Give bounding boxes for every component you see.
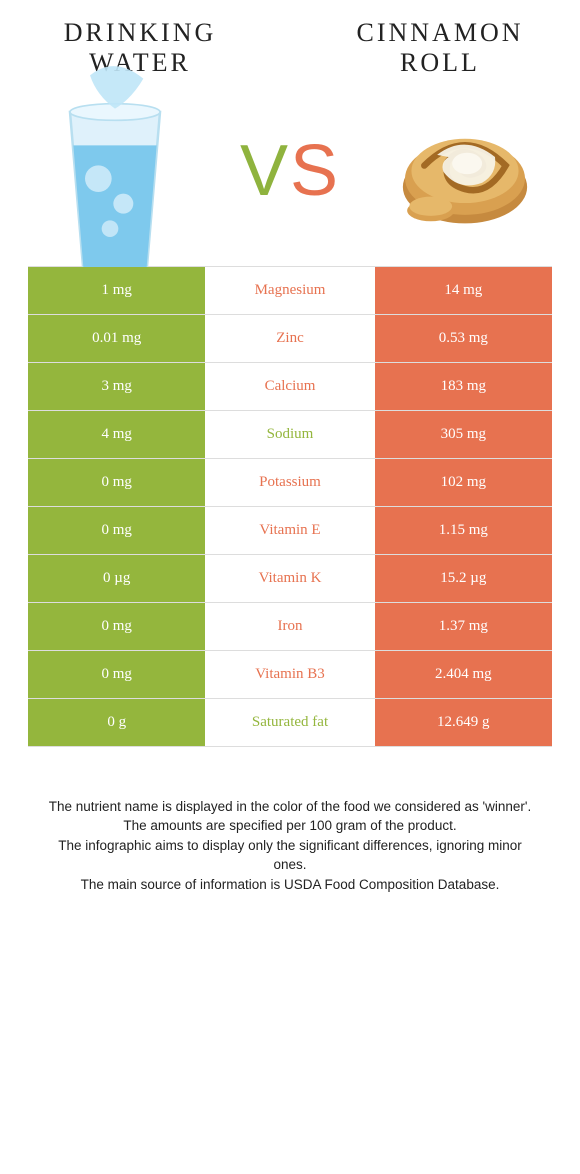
table-row: 0.01 mgZinc0.53 mg	[28, 315, 552, 363]
table-row: 0 mgVitamin B32.404 mg	[28, 651, 552, 699]
nutrient-label: Vitamin B3	[205, 651, 374, 698]
left-value: 0 mg	[28, 459, 205, 506]
left-value: 0 mg	[28, 651, 205, 698]
left-value: 0 µg	[28, 555, 205, 602]
footnote-line: The nutrient name is displayed in the co…	[40, 797, 540, 817]
right-value: 12.649 g	[375, 699, 552, 746]
right-value: 183 mg	[375, 363, 552, 410]
comparison-table: 1 mgMagnesium14 mg0.01 mgZinc0.53 mg3 mg…	[28, 266, 552, 747]
left-value: 0.01 mg	[28, 315, 205, 362]
image-row: VS	[0, 86, 580, 266]
table-row: 3 mgCalcium183 mg	[28, 363, 552, 411]
right-value: 305 mg	[375, 411, 552, 458]
right-value: 1.15 mg	[375, 507, 552, 554]
table-row: 4 mgSodium305 mg	[28, 411, 552, 459]
nutrient-label: Potassium	[205, 459, 374, 506]
footnote-line: The infographic aims to display only the…	[40, 836, 540, 875]
nutrient-label: Zinc	[205, 315, 374, 362]
nutrient-label: Iron	[205, 603, 374, 650]
nutrient-label: Magnesium	[205, 267, 374, 314]
nutrient-label: Calcium	[205, 363, 374, 410]
right-title: Cinnamon roll	[340, 18, 540, 78]
right-value: 1.37 mg	[375, 603, 552, 650]
right-value: 14 mg	[375, 267, 552, 314]
vs-s: S	[290, 131, 340, 211]
nutrient-label: Vitamin K	[205, 555, 374, 602]
table-row: 0 µgVitamin K15.2 µg	[28, 555, 552, 603]
table-row: 0 mgIron1.37 mg	[28, 603, 552, 651]
vs-label: VS	[240, 130, 340, 212]
right-value: 102 mg	[375, 459, 552, 506]
right-value: 0.53 mg	[375, 315, 552, 362]
nutrient-label: Vitamin E	[205, 507, 374, 554]
table-row: 1 mgMagnesium14 mg	[28, 267, 552, 315]
footnotes: The nutrient name is displayed in the co…	[40, 797, 540, 895]
left-value: 3 mg	[28, 363, 205, 410]
footnote-line: The main source of information is USDA F…	[40, 875, 540, 895]
table-row: 0 mgVitamin E1.15 mg	[28, 507, 552, 555]
right-value: 2.404 mg	[375, 651, 552, 698]
footnote-line: The amounts are specified per 100 gram o…	[40, 816, 540, 836]
table-row: 0 mgPotassium102 mg	[28, 459, 552, 507]
left-value: 0 mg	[28, 603, 205, 650]
left-value: 0 mg	[28, 507, 205, 554]
cinnamon-roll-icon	[390, 96, 540, 246]
water-glass-icon	[40, 96, 190, 246]
right-value: 15.2 µg	[375, 555, 552, 602]
nutrient-label: Sodium	[205, 411, 374, 458]
table-row: 0 gSaturated fat12.649 g	[28, 699, 552, 747]
left-value: 1 mg	[28, 267, 205, 314]
left-value: 0 g	[28, 699, 205, 746]
left-value: 4 mg	[28, 411, 205, 458]
vs-v: V	[240, 131, 290, 211]
nutrient-label: Saturated fat	[205, 699, 374, 746]
